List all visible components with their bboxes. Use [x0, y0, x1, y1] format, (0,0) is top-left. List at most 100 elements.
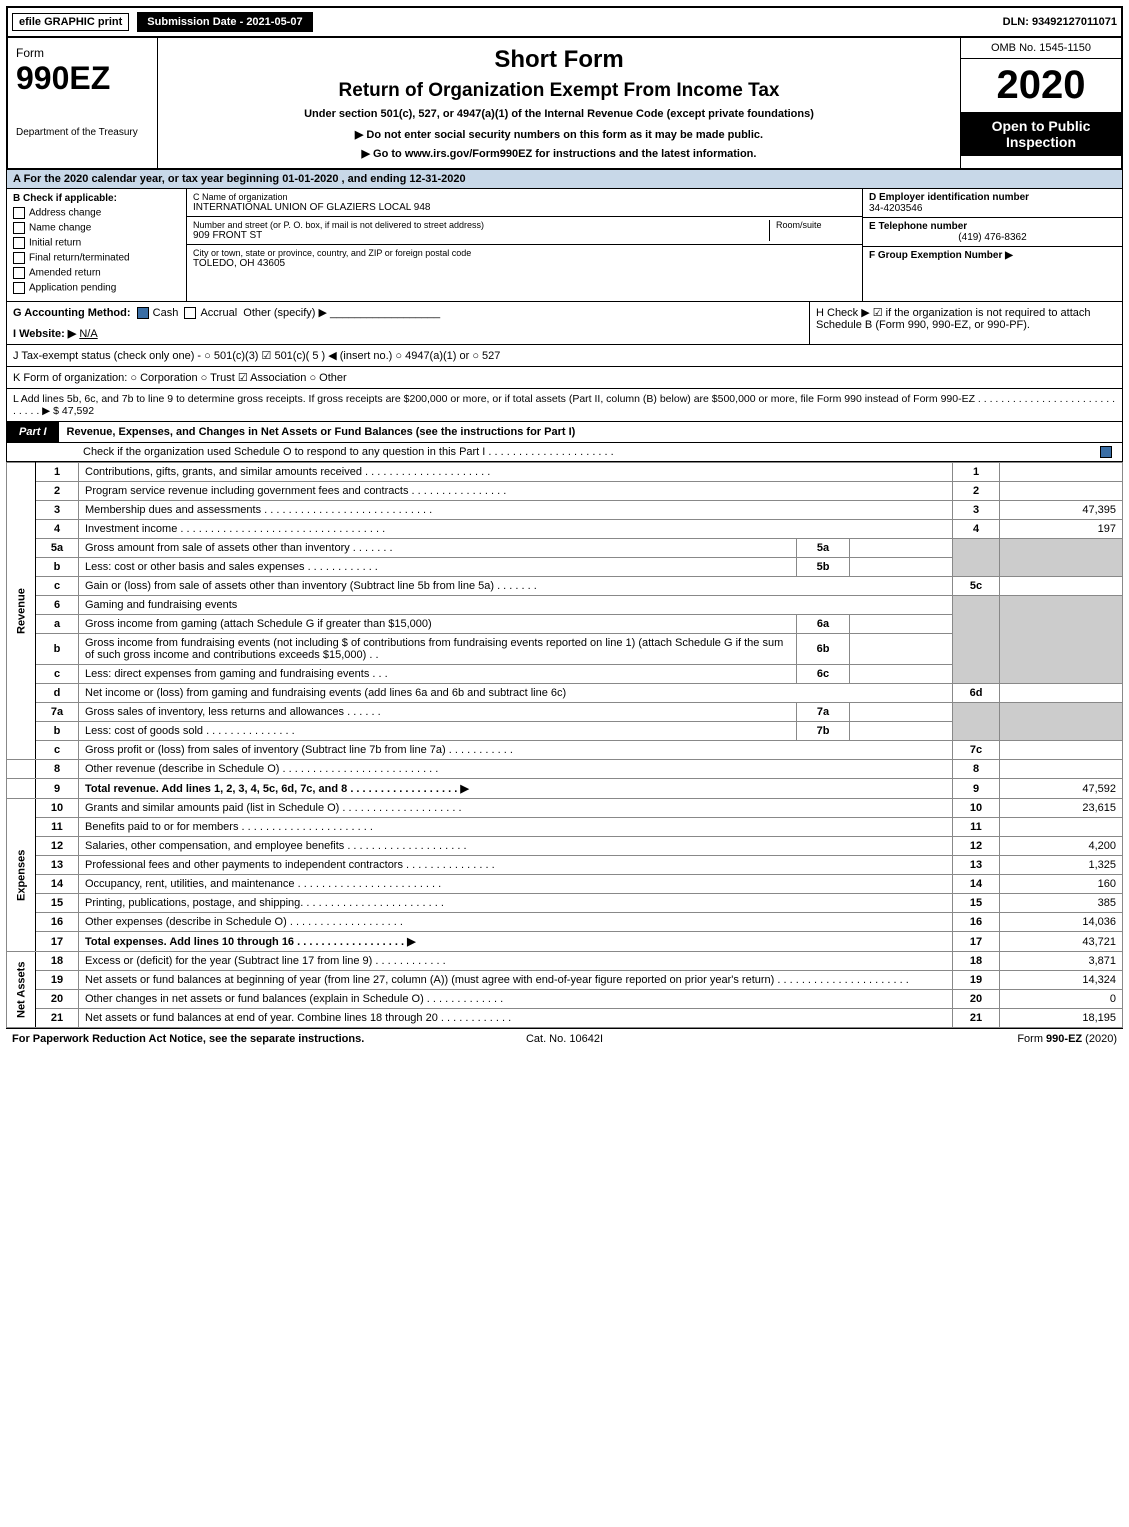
line-9-col: 9 [953, 779, 1000, 799]
line-13-amt: 1,325 [1000, 856, 1123, 875]
line-16-desc: Other expenses (describe in Schedule O) … [79, 913, 953, 932]
line-14-num: 14 [36, 875, 79, 894]
form-year-block: OMB No. 1545-1150 2020 Open to Public In… [961, 38, 1121, 168]
line-2-amt [1000, 482, 1123, 501]
schedule-o-checkbox[interactable] [1100, 446, 1112, 458]
entity-info-block: B Check if applicable: Address change Na… [6, 189, 1123, 302]
form-footer-id: Form 990-EZ (2020) [749, 1033, 1117, 1045]
line-19-col: 19 [953, 971, 1000, 990]
part-i-table: Revenue 1 Contributions, gifts, grants, … [6, 462, 1123, 1028]
form-header: Form 990EZ Department of the Treasury Sh… [6, 38, 1123, 170]
line-21-col: 21 [953, 1009, 1000, 1028]
part-i-header: Part I Revenue, Expenses, and Changes in… [6, 422, 1123, 443]
line-11-amt [1000, 818, 1123, 837]
line-7b-subamt [850, 722, 953, 741]
goto-link[interactable]: ▶ Go to www.irs.gov/Form990EZ for instru… [166, 147, 952, 160]
cb-address-change[interactable]: Address change [13, 207, 180, 219]
line-17-amt: 43,721 [1000, 932, 1123, 952]
line-8-amt [1000, 760, 1123, 779]
line-6d-col: 6d [953, 684, 1000, 703]
line-17-num: 17 [36, 932, 79, 952]
line-12-amt: 4,200 [1000, 837, 1123, 856]
revenue-blank-side2 [7, 779, 36, 799]
line-6a-num: a [36, 615, 79, 634]
main-title: Return of Organization Exempt From Incom… [166, 80, 952, 102]
line-5c-amt [1000, 577, 1123, 596]
line-13-num: 13 [36, 856, 79, 875]
line-20-amt: 0 [1000, 990, 1123, 1009]
line-7c-amt [1000, 741, 1123, 760]
paperwork-notice: For Paperwork Reduction Act Notice, see … [12, 1033, 380, 1045]
b-label: B Check if applicable: [13, 193, 180, 204]
line-6-desc: Gaming and fundraising events [79, 596, 953, 615]
line-12-col: 12 [953, 837, 1000, 856]
cb-initial-return[interactable]: Initial return [13, 237, 180, 249]
street-label: Number and street (or P. O. box, if mail… [193, 220, 769, 230]
part-i-sub: Check if the organization used Schedule … [6, 443, 1123, 462]
line-6b-desc: Gross income from fundraising events (no… [79, 634, 797, 665]
line-5c-desc: Gain or (loss) from sale of assets other… [79, 577, 953, 596]
website-value: N/A [79, 328, 97, 340]
line-8-num: 8 [36, 760, 79, 779]
line-21-amt: 18,195 [1000, 1009, 1123, 1028]
room-label: Room/suite [776, 220, 856, 230]
line-6d-desc: Net income or (loss) from gaming and fun… [79, 684, 953, 703]
cb-application-pending[interactable]: Application pending [13, 282, 180, 294]
line-19-num: 19 [36, 971, 79, 990]
accounting-method: G Accounting Method: Cash Accrual Other … [7, 302, 809, 344]
line-7b-desc: Less: cost of goods sold . . . . . . . .… [79, 722, 797, 741]
g-label: G Accounting Method: [13, 307, 131, 319]
efile-label: efile GRAPHIC print [12, 13, 129, 31]
line-6b-num: b [36, 634, 79, 665]
tax-year: 2020 [961, 59, 1121, 112]
part-i-title: Revenue, Expenses, and Changes in Net As… [59, 422, 1122, 442]
line-2-col: 2 [953, 482, 1000, 501]
gray-cell-5 [953, 539, 1000, 577]
line-7a-sub: 7a [797, 703, 850, 722]
cb-amended-return[interactable]: Amended return [13, 267, 180, 279]
line-7c-num: c [36, 741, 79, 760]
expenses-side-label: Expenses [7, 799, 36, 952]
dept-treasury: Department of the Treasury [16, 127, 149, 138]
cb-accrual[interactable] [184, 307, 196, 319]
line-11-desc: Benefits paid to or for members . . . . … [79, 818, 953, 837]
ein-label: D Employer identification number [869, 192, 1116, 203]
submission-date-button[interactable]: Submission Date - 2021-05-07 [137, 12, 312, 32]
tel-value: (419) 476-8362 [869, 232, 1116, 243]
line-10-desc: Grants and similar amounts paid (list in… [79, 799, 953, 818]
calendar-year-row: A For the 2020 calendar year, or tax yea… [6, 170, 1123, 189]
city-label: City or town, state or province, country… [193, 248, 856, 258]
line-3-desc: Membership dues and assessments . . . . … [79, 501, 953, 520]
line-15-desc: Printing, publications, postage, and shi… [79, 894, 953, 913]
line-9-amt: 47,592 [1000, 779, 1123, 799]
ein-value: 34-4203546 [869, 203, 1116, 214]
line-6d-num: d [36, 684, 79, 703]
line-6d-amt [1000, 684, 1123, 703]
line-1-num: 1 [36, 463, 79, 482]
gray-cell-7 [953, 703, 1000, 741]
line-15-num: 15 [36, 894, 79, 913]
gh-row: G Accounting Method: Cash Accrual Other … [6, 302, 1123, 345]
line-16-amt: 14,036 [1000, 913, 1123, 932]
website-label: I Website: ▶ [13, 328, 76, 340]
line-1-desc: Contributions, gifts, grants, and simila… [79, 463, 953, 482]
line-18-col: 18 [953, 952, 1000, 971]
cb-name-change[interactable]: Name change [13, 222, 180, 234]
page: efile GRAPHIC print Submission Date - 20… [0, 0, 1129, 1055]
tax-exempt-status: J Tax-exempt status (check only one) - ○… [6, 345, 1123, 367]
line-6-num: 6 [36, 596, 79, 615]
line-3-amt: 47,395 [1000, 501, 1123, 520]
cb-cash[interactable] [137, 307, 149, 319]
topbar: efile GRAPHIC print Submission Date - 20… [6, 6, 1123, 38]
line-11-col: 11 [953, 818, 1000, 837]
dln-label: DLN: 93492127011071 [1003, 16, 1117, 28]
group-exemption-label: F Group Exemption Number ▶ [869, 250, 1116, 261]
do-not-enter-note: ▶ Do not enter social security numbers o… [166, 128, 952, 141]
line-8-col: 8 [953, 760, 1000, 779]
line-6a-sub: 6a [797, 615, 850, 634]
section-c-org: C Name of organization INTERNATIONAL UNI… [187, 189, 862, 301]
cb-final-return[interactable]: Final return/terminated [13, 252, 180, 264]
under-section: Under section 501(c), 527, or 4947(a)(1)… [166, 108, 952, 120]
line-21-desc: Net assets or fund balances at end of ye… [79, 1009, 953, 1028]
line-7b-sub: 7b [797, 722, 850, 741]
